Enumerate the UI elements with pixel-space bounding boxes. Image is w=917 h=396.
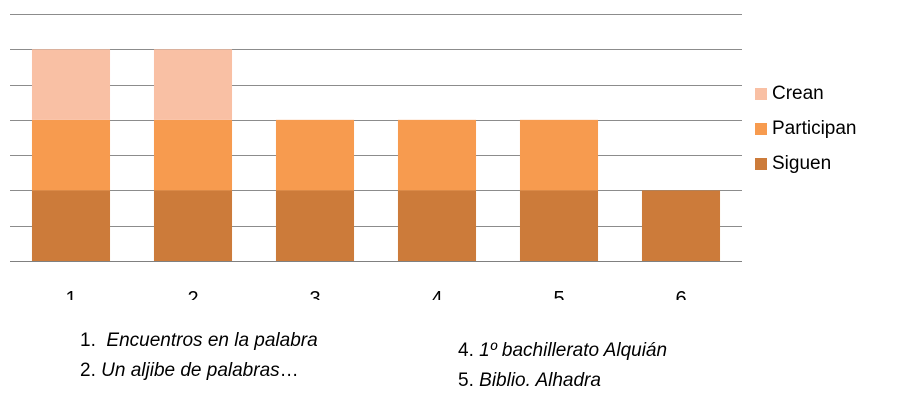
bar-siguen-5 <box>519 190 599 261</box>
note-number: 5. <box>458 370 474 391</box>
stacked-bar-chart: 1 2 3 4 5 6 <box>10 14 742 300</box>
bar-participan-5 <box>519 119 599 191</box>
note-item: 2. Un aljibe de palabras… <box>80 356 318 386</box>
bar-siguen-3 <box>275 190 355 261</box>
legend-label-crean: Crean <box>772 82 824 104</box>
bar-siguen-4 <box>397 190 477 261</box>
notes-right: 4. 1º bachillerato Alquián 5. Biblio. Al… <box>458 336 667 396</box>
legend-item-participan: Participan <box>755 111 857 146</box>
note-title: 1º bachillerato Alquián <box>479 340 668 361</box>
bar-siguen-1 <box>31 190 111 261</box>
bar-siguen-6 <box>641 190 721 261</box>
x-tick-label: 4 <box>431 288 442 300</box>
bars <box>31 49 721 261</box>
bar-participan-4 <box>397 119 477 191</box>
note-item: 1. Encuentros en la palabra <box>80 326 318 356</box>
note-title: Un aljibe de palabras <box>101 360 280 381</box>
note-item: 5. Biblio. Alhadra <box>458 366 667 396</box>
note-number: 2. <box>80 360 96 381</box>
legend-item-crean: Crean <box>755 76 857 111</box>
bar-siguen-2 <box>153 190 233 261</box>
bar-crean-2 <box>153 49 233 120</box>
legend-swatch-crean <box>755 87 767 100</box>
notes-left: 1. Encuentros en la palabra 2. Un aljibe… <box>80 326 318 386</box>
note-number: 4. <box>458 340 474 361</box>
x-tick-label: 6 <box>675 288 686 300</box>
x-tick-label: 5 <box>553 288 564 300</box>
bar-participan-1 <box>31 119 111 191</box>
legend: Crean Participan Siguen <box>755 76 857 181</box>
legend-swatch-participan <box>755 122 767 135</box>
note-item: 4. 1º bachillerato Alquián <box>458 336 667 366</box>
x-tick-label: 3 <box>309 288 320 300</box>
x-tick-label: 1 <box>65 288 76 300</box>
legend-label-siguen: Siguen <box>772 152 832 174</box>
gridlines <box>10 14 742 262</box>
note-number: 1. <box>80 330 96 351</box>
bar-crean-1 <box>31 49 111 120</box>
note-title: Encuentros en la palabra <box>106 330 318 351</box>
x-tick-label: 2 <box>187 288 198 300</box>
note-title: Biblio. Alhadra <box>479 370 601 391</box>
bar-participan-3 <box>275 119 355 191</box>
legend-swatch-siguen <box>755 157 767 170</box>
legend-item-siguen: Siguen <box>755 146 857 181</box>
x-tick-labels: 1 2 3 4 5 6 <box>65 288 686 300</box>
legend-label-participan: Participan <box>772 117 857 139</box>
bar-participan-2 <box>153 119 233 191</box>
note-suffix: … <box>279 360 299 381</box>
